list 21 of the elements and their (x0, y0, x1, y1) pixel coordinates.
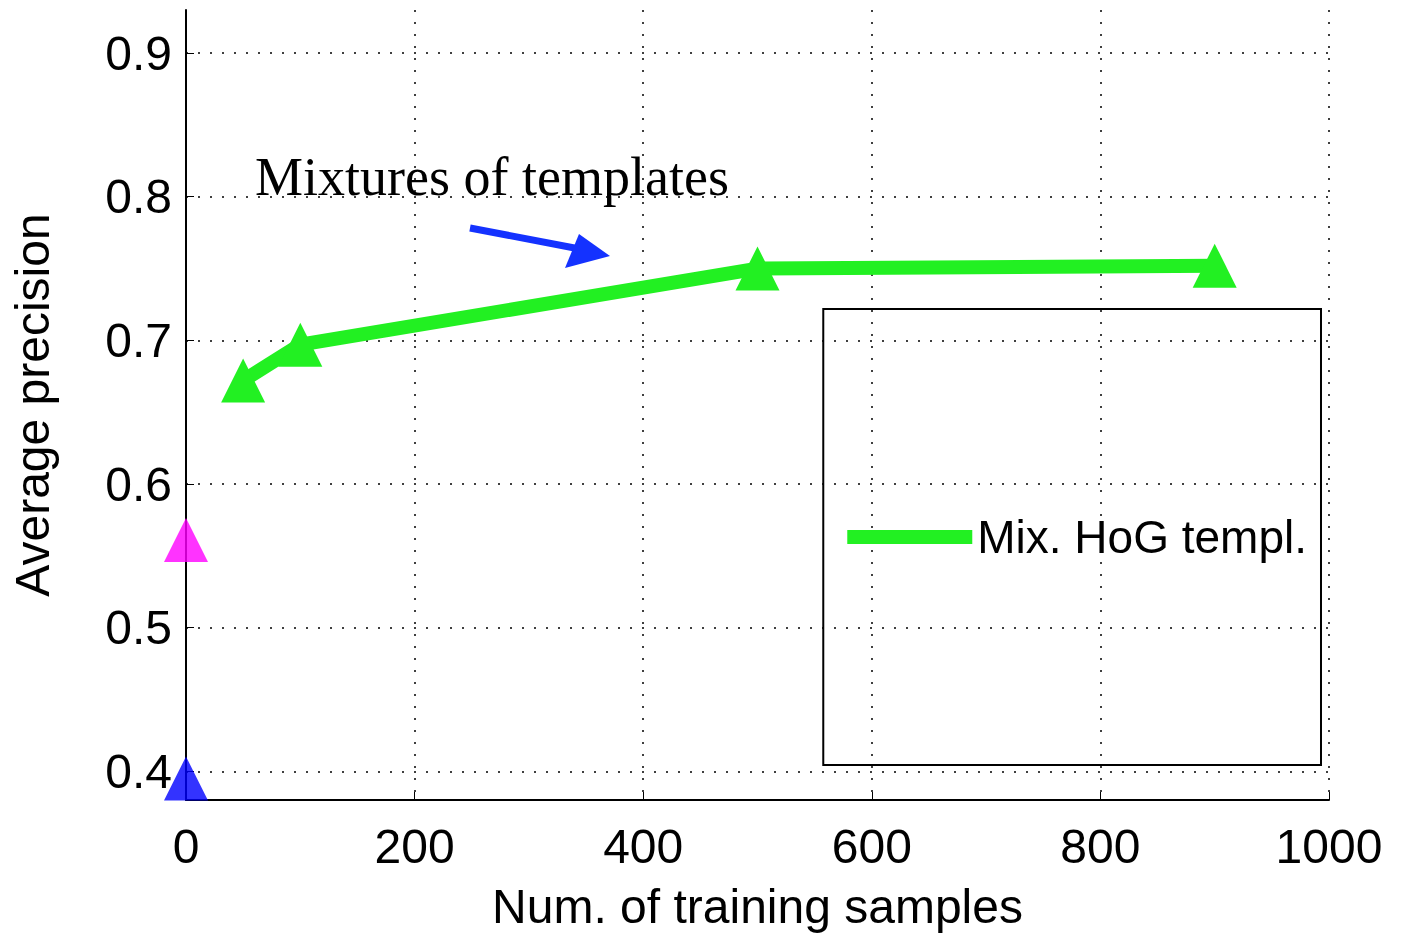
y-tick-label: 0.7 (105, 313, 172, 367)
y-tick-label: 0.6 (105, 457, 172, 511)
x-axis-title: Num. of training samples (492, 879, 1023, 933)
y-tick-label: 0.5 (105, 601, 172, 655)
point (278, 322, 323, 367)
annotation: Mixtures of templates (255, 147, 729, 207)
x-tick-label: 0 (172, 819, 200, 873)
x-tick-label: 200 (374, 819, 455, 873)
point (735, 246, 780, 291)
y-tick-label: 0.8 (105, 170, 172, 224)
point (1192, 243, 1237, 288)
point (164, 518, 208, 563)
x-tick-label: 1000 (1275, 819, 1383, 873)
x-tick-label: 400 (603, 819, 684, 873)
y-tick-label: 0.4 (105, 744, 172, 798)
y-axis-title: Average precision (5, 213, 59, 597)
point (221, 358, 266, 403)
legend-label: Mix. HoG templ. (977, 511, 1308, 563)
y-tick-label: 0.9 (105, 26, 172, 80)
x-tick-label: 800 (1060, 819, 1141, 873)
x-tick-label: 600 (831, 819, 912, 873)
